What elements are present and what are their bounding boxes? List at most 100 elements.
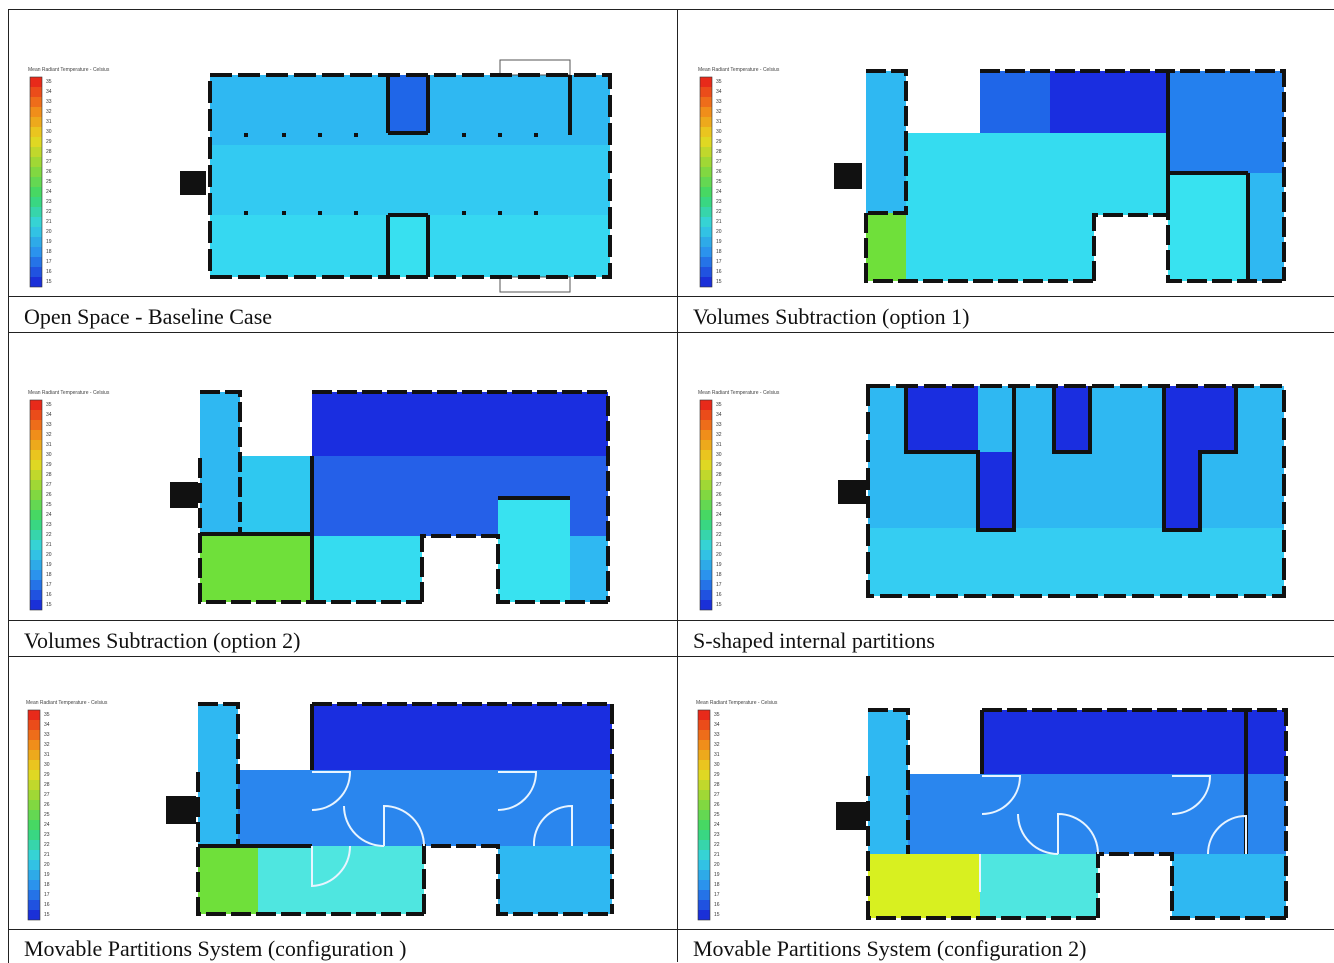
thermal-map-baseline: Mean Radiant Temperature - Celsius 35 34 33…: [20, 55, 640, 295]
legend-swatch: [698, 860, 710, 870]
row-divider: [8, 332, 1334, 333]
legend-swatch: [700, 257, 712, 267]
caption-baseline: Open Space - Baseline Case: [24, 304, 273, 329]
legend-tick-label: 35: [716, 79, 722, 85]
legend-swatch: [698, 900, 710, 910]
legend-tick-label: 32: [46, 109, 52, 115]
legend-frame: [699, 399, 713, 611]
legend-swatch: [700, 600, 712, 610]
legend-tick-label: 25: [714, 812, 720, 818]
legend-swatch: [30, 117, 42, 127]
legend-tick-label: 22: [716, 209, 722, 215]
thermal-map-movable-config-2: Mean Radiant Temperature - Celsius 35 34 33…: [690, 692, 1310, 924]
legend-swatch: [700, 530, 712, 540]
legend-swatch: [28, 910, 40, 920]
legend-tick-label: 28: [44, 782, 50, 788]
legend-swatch: [698, 910, 710, 920]
legend-tick-label: 29: [46, 139, 52, 145]
legend-tick-label: 31: [714, 752, 720, 758]
legend-tick-label: 17: [716, 582, 722, 588]
legend-swatch: [28, 840, 40, 850]
entrance-block: [836, 802, 866, 830]
legend-swatch: [28, 710, 40, 720]
legend-swatch: [28, 820, 40, 830]
legend-swatch: [30, 560, 42, 570]
legend-tick-label: 23: [46, 522, 52, 528]
legend-tick-label: 29: [46, 462, 52, 468]
legend-frame: [29, 76, 43, 288]
legend-swatch: [30, 540, 42, 550]
legend-swatch: [698, 780, 710, 790]
legend-tick-label: 15: [714, 912, 720, 918]
legend-swatch: [30, 277, 42, 287]
column-divider: [677, 9, 678, 962]
partition-swing-arcs: [311, 771, 573, 888]
entrance-block: [180, 171, 206, 195]
thermal-map-volumes-option-1: Mean Radiant Temperature - Celsius 35 34 33…: [690, 55, 1310, 295]
legend-swatch: [28, 870, 40, 880]
legend-swatch: [698, 790, 710, 800]
legend-tick-label: 34: [44, 722, 50, 728]
legend-tick-label: 30: [44, 762, 50, 768]
legend-swatch: [700, 147, 712, 157]
legend: Mean Radiant Temperature - Celsius 35 34 33…: [696, 700, 778, 921]
legend-tick-label: 21: [46, 542, 52, 548]
legend-tick-label: 31: [46, 119, 52, 125]
legend-swatch: [700, 207, 712, 217]
legend-tick-label: 20: [716, 229, 722, 235]
legend-tick-label: 22: [714, 842, 720, 848]
legend-tick-label: 35: [714, 712, 720, 718]
legend-tick-label: 26: [716, 169, 722, 175]
thermal-map-movable-config-1: Mean Radiant Temperature - Celsius 35 34 33…: [20, 692, 640, 924]
legend-tick-label: 32: [46, 432, 52, 438]
legend-tick-label: 35: [716, 402, 722, 408]
legend-tick-label: 31: [716, 442, 722, 448]
legend-tick-label: 24: [714, 822, 720, 828]
legend-swatch: [700, 490, 712, 500]
legend: Mean Radiant Temperature - Celsius 35 34 33…: [26, 700, 108, 921]
legend-tick-label: 15: [716, 602, 722, 608]
legend-swatch: [698, 890, 710, 900]
legend-tick-label: 17: [46, 582, 52, 588]
legend-swatch: [700, 540, 712, 550]
legend-swatch: [28, 850, 40, 860]
legend-swatch: [700, 450, 712, 460]
legend-tick-label: 16: [716, 269, 722, 275]
legend-tick-label: 27: [46, 482, 52, 488]
legend-swatch: [28, 750, 40, 760]
legend-swatch: [30, 267, 42, 277]
legend-tick-label: 32: [716, 432, 722, 438]
row-divider: [8, 296, 1334, 297]
legend-tick-label: 24: [716, 189, 722, 195]
legend-tick-label: 35: [46, 402, 52, 408]
legend-tick-label: 30: [46, 452, 52, 458]
legend-tick-label: 31: [716, 119, 722, 125]
legend-tick-label: 27: [44, 792, 50, 798]
legend-tick-label: 15: [716, 279, 722, 285]
legend-swatch: [30, 207, 42, 217]
legend-swatch: [700, 560, 712, 570]
legend-tick-label: 23: [716, 522, 722, 528]
row-divider: [8, 656, 1334, 657]
legend-tick-label: 18: [716, 572, 722, 578]
legend-tick-label: 33: [716, 422, 722, 428]
legend-frame: [699, 76, 713, 288]
legend-tick-label: 23: [46, 199, 52, 205]
column-markers: [244, 133, 538, 215]
legend-tick-label: 19: [46, 562, 52, 568]
legend-swatch: [30, 147, 42, 157]
legend-tick-label: 23: [714, 832, 720, 838]
legend-tick-label: 23: [44, 832, 50, 838]
legend-title: Mean Radiant Temperature - Celsius: [698, 390, 780, 396]
legend-swatch: [30, 590, 42, 600]
legend-tick-label: 33: [716, 99, 722, 105]
legend-swatch: [28, 760, 40, 770]
legend-tick-label: 22: [46, 209, 52, 215]
legend-tick-label: 25: [46, 502, 52, 508]
legend-tick-label: 17: [714, 892, 720, 898]
legend-tick-label: 19: [44, 872, 50, 878]
legend-tick-label: 25: [716, 179, 722, 185]
legend-swatch: [30, 500, 42, 510]
legend-tick-label: 32: [716, 109, 722, 115]
entrance-block: [834, 163, 862, 189]
